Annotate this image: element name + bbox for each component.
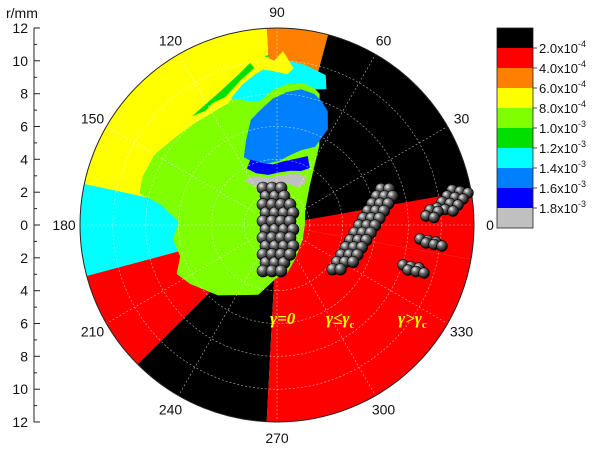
contour-sector-8 — [266, 225, 471, 422]
legend-swatch-6 — [497, 148, 533, 168]
outer-ring — [79, 27, 475, 423]
r-label-up-4: 4 — [20, 151, 28, 167]
particle-col-39 — [283, 248, 297, 261]
r-label-up-0: 0 — [20, 217, 28, 233]
r-label-down-4: 4 — [20, 283, 28, 299]
angle-label-120: 120 — [159, 33, 183, 49]
r-label-up-12: 12 — [12, 20, 28, 36]
grid-spoke-210 — [106, 224, 278, 324]
region-cyan-strip — [231, 59, 327, 102]
particle-scatter-27 — [418, 267, 430, 279]
legend-swatch-5 — [497, 128, 533, 148]
radial-axis: 0 2 4 6 8 10 12 2 4 6 8 10 12 — [12, 20, 40, 430]
legend-swatch-1 — [497, 48, 533, 68]
particle-band-33 — [334, 263, 347, 276]
region-blue-light — [243, 89, 328, 164]
legend-label-0: 2.0x10-4 — [539, 39, 586, 56]
angle-label-300: 300 — [372, 402, 396, 418]
grid-spoke-30 — [276, 126, 448, 226]
region-blue-deep — [246, 156, 310, 175]
particle-scatter-21 — [436, 240, 448, 252]
legend-swatch-2 — [497, 68, 533, 88]
r-label-up-10: 10 — [12, 53, 28, 69]
legend-label-2: 6.0x10-4 — [539, 79, 586, 96]
angle-label-210: 210 — [81, 324, 105, 340]
r-axis-title: r/mm — [6, 5, 38, 21]
grid-spoke-150 — [106, 126, 278, 226]
grid-circle-r8 — [145, 93, 409, 357]
r-label-down-2: 2 — [20, 250, 28, 266]
particle-col-32 — [274, 264, 288, 278]
gamma-label-2: γ>γc — [398, 309, 427, 331]
angle-tick-labels: 0 30 60 90 120 150 180 210 240 270 300 330 — [52, 4, 494, 446]
color-legend: 2.0x10-4 4.0x10-4 6.0x10-4 8.0x10-4 1.0x10-3… — [496, 27, 586, 229]
angle-label-180: 180 — [52, 217, 76, 233]
r-label-down-8: 8 — [20, 348, 28, 364]
legend-label-5: 1.2x10-3 — [539, 139, 586, 156]
r-label-up-8: 8 — [20, 86, 28, 102]
legend-swatch-9 — [497, 208, 533, 228]
particle-clusters — [256, 181, 474, 279]
grid-spoke-60 — [276, 54, 376, 226]
angle-label-240: 240 — [159, 402, 183, 418]
legend-label-6: 1.4x10-3 — [539, 159, 586, 176]
angle-label-90: 90 — [269, 4, 285, 20]
gamma-label-0: γ=0 — [270, 309, 296, 328]
particle-band-31 — [346, 255, 360, 269]
gamma-label-1: γ≤γc — [326, 309, 354, 331]
region-yellow-fringe — [247, 51, 294, 75]
legend-label-3: 8.0x10-4 — [539, 99, 586, 116]
region-green-dark — [192, 54, 271, 117]
angle-label-270: 270 — [265, 430, 289, 446]
legend-label-7: 1.6x10-3 — [539, 179, 586, 196]
legend-swatch-4 — [497, 108, 533, 128]
r-label-down-6: 6 — [20, 316, 28, 332]
legend-label-8: 1.8x10-3 — [539, 199, 586, 216]
angle-label-330: 330 — [450, 324, 474, 340]
particle-scatter-11 — [447, 205, 459, 217]
angle-label-60: 60 — [376, 33, 392, 49]
grid-spoke-330 — [276, 224, 448, 324]
angle-label-0: 0 — [486, 217, 494, 233]
angle-label-30: 30 — [454, 111, 470, 127]
particle-scatter-15 — [428, 211, 440, 224]
gamma-annotations: γ=0 γ≤γc γ>γc — [270, 309, 427, 331]
legend-swatch-3 — [497, 88, 533, 108]
legend-swatch-8 — [497, 188, 533, 208]
legend-label-4: 1.0x10-3 — [539, 119, 586, 136]
angle-label-150: 150 — [81, 111, 105, 127]
legend-swatch-0 — [497, 28, 533, 48]
legend-label-1: 4.0x10-4 — [539, 59, 586, 76]
r-label-up-2: 2 — [20, 184, 28, 200]
r-label-up-6: 6 — [20, 119, 28, 135]
r-label-down-10: 10 — [12, 381, 28, 397]
legend-swatch-7 — [497, 168, 533, 188]
r-label-down-12: 12 — [12, 414, 28, 430]
